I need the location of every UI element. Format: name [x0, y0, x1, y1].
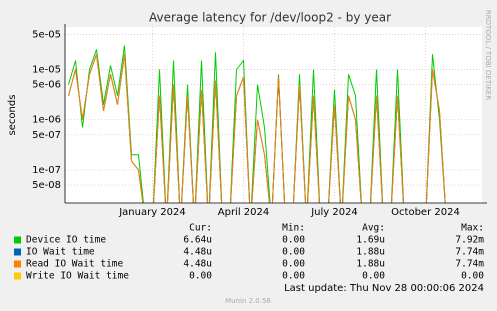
- x-tick-label: April 2024: [218, 207, 269, 218]
- y-tick-label: 1e-05: [32, 64, 61, 75]
- y-tick-label: 5e-08: [32, 180, 61, 191]
- legend-swatch: [14, 236, 21, 244]
- legend-label: Write IO Wait time: [26, 271, 129, 282]
- y-tick-label: 5e-05: [32, 29, 61, 40]
- legend-value: 0.00: [282, 247, 305, 258]
- legend-value: 4.48u: [183, 247, 212, 258]
- legend-swatch: [14, 272, 21, 280]
- legend-header: Max:: [461, 223, 484, 234]
- chart-title: Average latency for /dev/loop2 - by year: [149, 11, 391, 25]
- legend-value: 0.00: [189, 271, 212, 282]
- y-tick-label: 5e-06: [32, 80, 61, 91]
- legend-value: 0.00: [362, 271, 385, 282]
- legend-value: 6.64u: [183, 235, 212, 246]
- legend-value: 1.69u: [356, 235, 385, 246]
- x-tick-label: January 2024: [118, 207, 186, 218]
- legend-header: Min:: [282, 223, 305, 234]
- legend-value: 4.48u: [183, 259, 212, 270]
- legend-value: 0.00: [282, 259, 305, 270]
- legend-header: Avg:: [362, 223, 385, 234]
- x-tick-label: October 2024: [391, 207, 460, 218]
- y-tick-label: 1e-06: [32, 115, 61, 126]
- legend-value: 7.92m: [455, 235, 484, 246]
- legend-value: 0.00: [461, 271, 484, 282]
- legend-value: 1.88u: [356, 259, 385, 270]
- series-line: [68, 45, 446, 203]
- legend-label: Device IO time: [26, 235, 106, 246]
- y-tick-label: 1e-07: [32, 165, 61, 176]
- legend-label: IO Wait time: [26, 247, 95, 258]
- legend-value: 7.74m: [455, 259, 484, 270]
- series-line: [68, 54, 446, 203]
- legend-swatch: [14, 248, 21, 256]
- legend-value: 1.88u: [356, 247, 385, 258]
- legend-value: 7.74m: [455, 247, 484, 258]
- legend-value: 0.00: [282, 235, 305, 246]
- legend-swatch: [14, 260, 21, 268]
- y-tick-label: 5e-07: [32, 130, 61, 141]
- y-axis-label: seconds: [7, 95, 18, 136]
- last-update: Last update: Thu Nov 28 00:00:06 2024: [284, 283, 484, 294]
- legend-header: Cur:: [189, 223, 212, 234]
- x-tick-label: July 2024: [310, 207, 358, 218]
- side-text: RRDTOOL / TOBI OETIKER: [484, 10, 492, 100]
- footer: Munin 2.0.56: [225, 297, 271, 305]
- legend-label: Read IO Wait time: [26, 259, 124, 270]
- legend-value: 0.00: [282, 271, 305, 282]
